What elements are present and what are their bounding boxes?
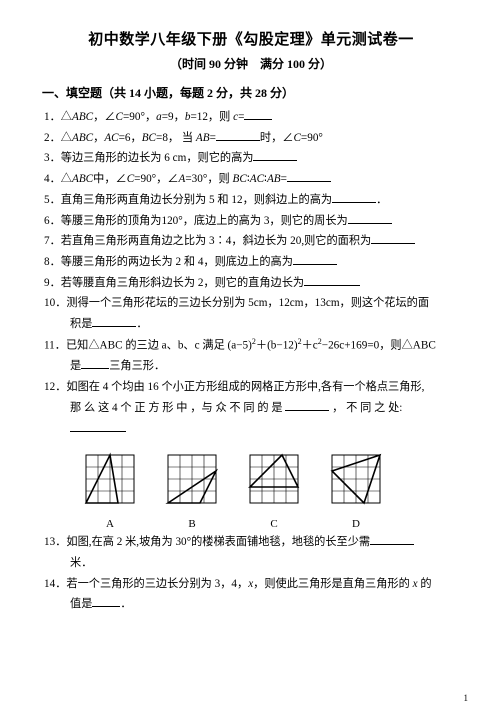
question-1: 1．△ABC，∠C=90°，a=9，b=12，则 c= xyxy=(44,107,460,128)
question-6: 6．等腰三角形的顶角为120°，底边上的高为 3，则它的周长为 xyxy=(44,211,460,232)
section-heading: 一、填空题（共 14 小题，每题 2 分，共 28 分） xyxy=(42,84,460,101)
grid-label-d: D xyxy=(324,518,388,530)
page-number: 1 xyxy=(464,693,469,703)
question-2: 2．△ABC，AC=6，BC=8， 当 AB=时，∠C=90° xyxy=(44,128,460,149)
question-12: 12．如图在 4 个均由 16 个小正方形组成的网格正方形中,各有一个格点三角形… xyxy=(44,377,460,439)
question-11: 11．已知△ABC 的三边 a、b、c 满足 (a−5)2＋(b−12)2＋c2… xyxy=(44,335,460,377)
grid-d xyxy=(324,447,388,511)
question-9: 9．若等腰直角三角形斜边长为 2，则它的直角边长为 xyxy=(44,273,460,294)
grid-label-a: A xyxy=(78,518,142,530)
question-14: 14．若一个三角形的三边长分别为 3，4，x，则使此三角形是直角三角形的 x 的… xyxy=(44,574,460,615)
grid-label-c: C xyxy=(242,518,306,530)
grid-figures: A B xyxy=(78,447,460,530)
question-7: 7．若直角三角形两直角边之比为 3∶4，斜边长为 20,则它的面积为 xyxy=(44,231,460,252)
question-4: 4．△ABC中，∠C=90°，∠A=30°，则 BC∶AC∶AB= xyxy=(44,169,460,190)
grid-c xyxy=(242,447,306,511)
question-5: 5．直角三角形两直角边长分别为 5 和 12，则斜边上的高为． xyxy=(44,190,460,211)
grid-label-b: B xyxy=(160,518,224,530)
grid-b xyxy=(160,447,224,511)
question-8: 8．等腰三角形的两边长为 2 和 4，则底边上的高为 xyxy=(44,252,460,273)
question-3: 3．等边三角形的边长为 6 cm，则它的高为 xyxy=(44,148,460,169)
question-10: 10．测得一个三角形花坛的三边长分别为 5cm，12cm，13cm，则这个花坛的… xyxy=(44,293,460,334)
page-title: 初中数学八年级下册《勾股定理》单元测试卷一 xyxy=(42,28,460,49)
grid-a xyxy=(78,447,142,511)
page-subtitle: （时间 90 分钟 满分 100 分） xyxy=(42,55,460,72)
question-13: 13．如图,在高 2 米,坡角为 30°的楼梯表面铺地毯，地毯的长至少需 米． xyxy=(44,532,460,573)
